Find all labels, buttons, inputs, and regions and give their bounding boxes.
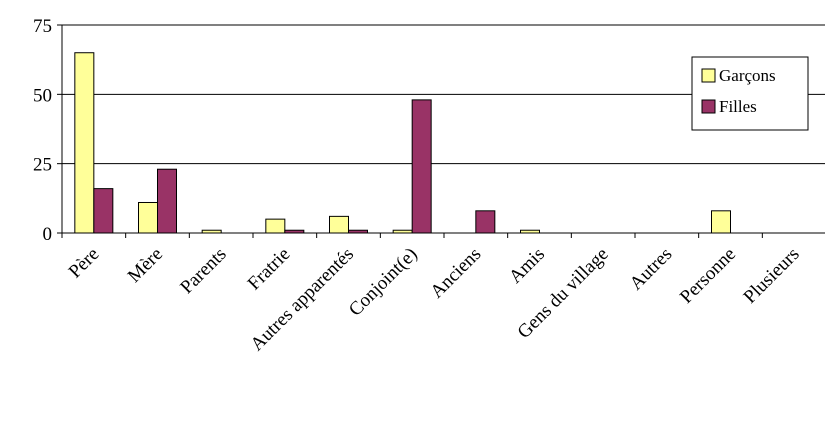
y-axis-tick-labels: 0 25 50 75 <box>33 16 52 245</box>
x-category-label-3: Fratrie <box>244 244 295 295</box>
axes <box>57 24 825 238</box>
y-tick-label-0: 0 <box>43 224 53 245</box>
bar-garcons-0 <box>74 52 95 234</box>
bar-filles-1 <box>157 168 177 234</box>
bars <box>74 52 731 234</box>
bar-filles-6 <box>475 210 496 234</box>
x-category-label-7: Amis <box>505 244 549 288</box>
bar-garcons-10 <box>711 210 731 234</box>
x-category-label-11: Plusieurs <box>740 244 804 308</box>
x-category-label-2: Parents <box>176 244 230 298</box>
x-category-label-5: Conjoint(e) <box>345 244 422 321</box>
legend-label-0: Garçons <box>719 66 776 85</box>
bar-filles-5 <box>411 99 432 234</box>
x-category-label-1: Mère <box>124 244 167 287</box>
x-category-label-10: Personne <box>676 244 740 308</box>
bar-garcons-4 <box>329 215 349 234</box>
legend-swatch-0 <box>701 68 716 83</box>
x-category-label-0: Père <box>65 244 104 283</box>
bar-garcons-1 <box>138 201 158 234</box>
x-category-label-6: Anciens <box>426 244 485 303</box>
y-tick-label-1: 25 <box>33 155 52 176</box>
legend: Garçons Filles <box>691 56 809 131</box>
legend-label-1: Filles <box>719 97 757 116</box>
bar-filles-0 <box>93 188 114 234</box>
legend-swatch-1 <box>701 99 716 114</box>
y-tick-label-2: 50 <box>33 85 52 106</box>
x-category-label-9: Autres <box>626 244 677 295</box>
y-tick-label-3: 75 <box>33 16 52 37</box>
bar-garcons-3 <box>265 218 286 234</box>
